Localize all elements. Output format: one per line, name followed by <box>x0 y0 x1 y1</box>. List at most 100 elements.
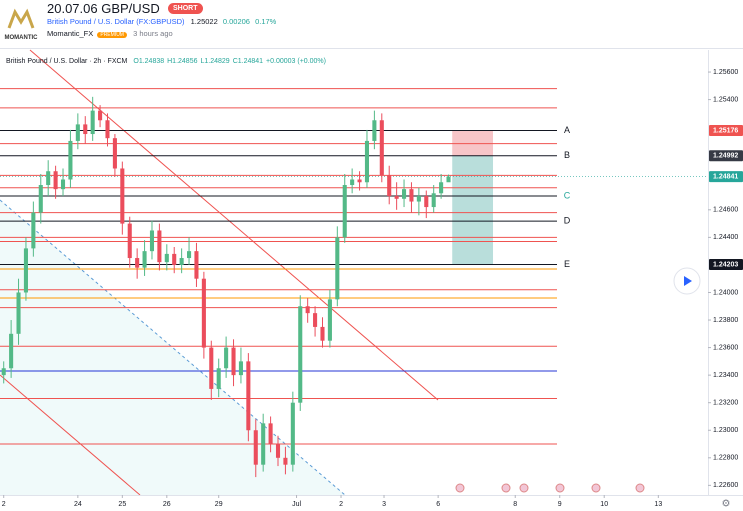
change: 0.00206 <box>222 17 250 26</box>
x-tick-label: 25 <box>118 501 126 508</box>
candle-body <box>424 196 429 208</box>
x-tick-label: 2 <box>339 501 343 508</box>
price-label-box <box>709 259 743 271</box>
candle-body <box>313 313 318 327</box>
candle-body <box>172 253 177 265</box>
candle-body <box>298 306 303 403</box>
event-flag <box>591 483 601 493</box>
level-label: C <box>564 190 571 200</box>
y-tick-label: 1.23200 <box>713 400 738 407</box>
author[interactable]: Momantic_FX <box>47 29 94 38</box>
price-label-box <box>709 124 743 136</box>
candle-body <box>327 299 332 341</box>
legend-name: British Pound / U.S. Dollar · 2h · FXCM <box>6 58 128 65</box>
x-tick-label: 6 <box>436 501 440 508</box>
candle-body <box>112 138 117 169</box>
channel-shade <box>0 200 345 495</box>
x-tick-label: 26 <box>163 501 171 508</box>
price-label-box <box>709 171 743 183</box>
candle-body <box>38 185 43 213</box>
candle-body <box>253 430 258 465</box>
y-tick-label: 1.23600 <box>713 344 738 351</box>
candle-body <box>23 248 28 293</box>
candle-body <box>83 124 88 135</box>
candle-body <box>364 140 370 183</box>
candle-body <box>268 423 273 445</box>
premium-badge: PREMIUM <box>97 32 127 38</box>
idea-title: 20.07.06 GBP/USD <box>47 1 160 16</box>
candle-body <box>142 251 147 268</box>
candle-body <box>224 347 229 369</box>
chart-legend: British Pound / U.S. Dollar · 2h · FXCM O… <box>6 58 326 65</box>
x-tick-label: Jul <box>292 501 301 508</box>
candle-body <box>231 347 236 376</box>
candle-body <box>157 230 162 263</box>
symbol[interactable]: British Pound / U.S. Dollar (FX:GBPUSD) <box>47 17 185 26</box>
x-tick-label: 2 <box>2 501 6 508</box>
candle-body <box>409 189 414 202</box>
trend-line <box>0 199 346 496</box>
price-label: 1.24841 <box>713 173 738 180</box>
y-tick-label: 1.24600 <box>713 207 738 214</box>
candle-body <box>238 361 243 376</box>
candle-body <box>16 292 21 334</box>
candle-body <box>394 196 399 199</box>
y-tick-label: 1.25600 <box>713 69 738 76</box>
candle-body <box>320 326 325 341</box>
candle-body <box>372 120 377 141</box>
event-flag <box>555 483 565 493</box>
level-label: E <box>564 259 570 269</box>
play-icon <box>684 276 692 286</box>
candle-body <box>342 185 347 238</box>
legend-open: O1.24838 <box>133 58 164 65</box>
y-tick-label: 1.25400 <box>713 96 738 103</box>
candle-body <box>402 189 407 199</box>
candle-body <box>446 176 451 183</box>
event-flag <box>635 483 645 493</box>
legend-high: H1.24856 <box>167 58 197 65</box>
candle-body <box>164 253 169 263</box>
y-tick-label: 1.23400 <box>713 372 738 379</box>
event-flag <box>455 483 465 493</box>
event-flag <box>501 483 511 493</box>
short-badge: SHORT <box>168 3 203 14</box>
target-zone <box>452 155 494 265</box>
x-tick-label: 8 <box>513 501 517 508</box>
candle-body <box>416 196 421 202</box>
candle-body <box>105 120 110 139</box>
candle-body <box>135 258 140 268</box>
candle-body <box>431 193 436 208</box>
x-tick-label: 13 <box>654 501 662 508</box>
legend-change: +0.00003 (+0.00%) <box>266 58 326 65</box>
candle-body <box>305 306 310 314</box>
settings-icon[interactable]: ⚙ <box>722 499 731 510</box>
candle-body <box>98 110 103 121</box>
candle-body <box>379 120 384 176</box>
candle-body <box>216 368 221 389</box>
y-tick-label: 1.23000 <box>713 427 738 434</box>
candle-body <box>127 223 132 259</box>
candle-body <box>275 444 281 458</box>
y-tick-label: 1.22800 <box>713 455 738 462</box>
level-label: B <box>564 150 570 160</box>
y-tick-label: 1.22600 <box>713 482 738 489</box>
candle-body <box>335 237 340 300</box>
time: 3 hours ago <box>133 29 173 38</box>
candle-body <box>439 182 444 194</box>
symbol-line: British Pound / U.S. Dollar (FX:GBPUSD) … <box>47 17 276 26</box>
candle-body <box>90 110 95 135</box>
candle-body <box>75 124 80 141</box>
candle-body <box>187 251 192 259</box>
candle-body <box>350 179 355 186</box>
candle-body <box>9 333 14 369</box>
candle-body <box>120 168 125 224</box>
price-label-box <box>709 150 743 162</box>
y-tick-label: 1.24000 <box>713 289 738 296</box>
price: 1.25022 <box>190 17 218 26</box>
candle-body <box>357 179 362 183</box>
candle-body <box>1 368 6 376</box>
x-tick-label: 24 <box>74 501 82 508</box>
candle-body <box>290 402 295 465</box>
candle-body <box>149 230 155 252</box>
